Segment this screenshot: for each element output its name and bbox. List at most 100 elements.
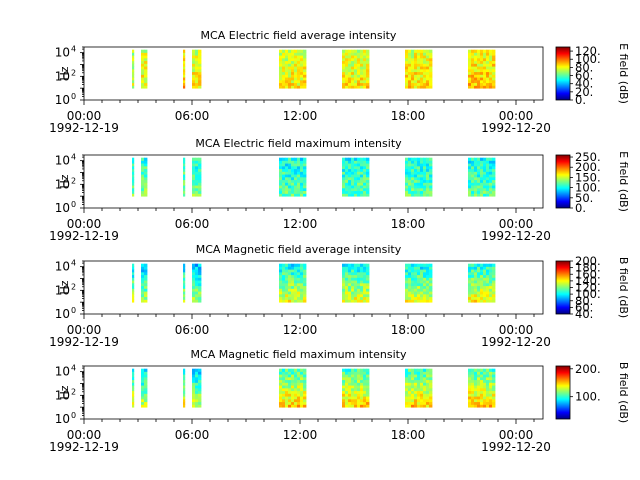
data-segment [342,49,370,89]
data-segment [183,263,186,303]
x-tick-label: 00:00 [499,217,534,231]
data-segment [279,49,307,89]
y-tick-label: 10 [55,93,70,107]
x-tick-label: 18:00 [391,428,426,442]
y-tick-label: 10 [55,412,70,426]
data-segment [192,263,202,303]
colorbar-tick-label: 160. [575,267,601,281]
colorbar-label: B field (dB) [617,257,630,318]
panel-4: MCA Magnetic field maximum intensity Hz 10… [49,348,630,454]
y-tick-label: 10 [55,201,70,215]
y-tick-label: 10 [55,69,70,83]
y-axis-label: Hz [58,280,71,294]
data-segment [192,49,202,89]
data-segment [141,263,148,303]
data-segment [342,263,370,303]
data-segment [132,368,135,408]
data-segment [342,368,370,408]
y-tick-exponent: 0 [71,411,76,420]
data-segment [141,368,148,408]
y-tick-exponent: 2 [71,282,76,291]
y-tick-label: 10 [55,365,70,379]
data-segment [468,157,496,197]
colorbar-tick-label: 100. [575,390,601,404]
data-segment [405,263,433,303]
colorbar-tick-label: 40. [575,307,593,321]
data-segment [183,49,186,89]
y-tick-exponent: 4 [71,45,76,54]
data-segment [468,49,496,89]
colorbar-tick-label: 0. [575,93,586,107]
plot-frame [83,260,544,315]
x-tick-label: 06:00 [175,323,210,337]
colorbar-tick-label: 0. [575,201,586,215]
x-tick-label: 18:00 [391,323,426,337]
y-tick-exponent: 2 [71,387,76,396]
y-tick-label: 10 [55,307,70,321]
colorbar-tick-label: 60. [575,69,593,83]
x-date-label: 1992-12-20 [481,335,551,349]
panel-title: MCA Electric field average intensity [201,29,397,42]
y-axis-label: Hz [58,385,71,399]
y-tick-label: 10 [55,154,70,168]
y-tick-exponent: 0 [71,200,76,209]
x-tick-label: 06:00 [175,217,210,231]
x-tick-label: 00:00 [67,217,102,231]
colorbar-tick-label: 100. [575,52,601,66]
y-axis-label: Hz [58,174,71,188]
colorbar-tick-label: 40. [575,77,593,91]
x-date-label: 1992-12-19 [49,229,119,243]
data-segment [468,263,496,303]
colorbar-tick-label: 100. [575,287,601,301]
panel-2: MCA Electric field maximum intensityHz10… [49,137,630,243]
y-tick-label: 10 [55,177,70,191]
x-tick-label: 00:00 [67,323,102,337]
panel-title: MCA Magnetic field average intensity [196,243,402,256]
colorbar-tick-label: 120. [575,44,601,58]
colorbar-tick-label: 60. [575,300,593,314]
panel-title: MCA Electric field maximum intensity [195,137,402,150]
y-tick-label: 10 [55,260,70,274]
colorbar: 0.20.40.60.80.100.120. E field (dB) [555,43,630,107]
data-segment [468,368,496,408]
y-tick-exponent: 4 [71,153,76,162]
colorbar-tick-label: 20. [575,85,593,99]
y-axis-label: Hz [58,66,71,80]
data-segment [132,157,135,197]
colorbar-tick-label: 200. [575,254,601,268]
colorbar-tick-label: 250. [575,150,601,164]
colorbar-tick-label: 150. [575,170,601,184]
colorbar-label: B field (dB) [617,362,630,423]
panel-title: MCA Magnetic field maximum intensity [191,348,407,361]
y-tick-exponent: 4 [71,259,76,268]
colorbar-tick-label: 50. [575,191,593,205]
colorbar-tick-label: 180. [575,261,601,275]
x-tick-label: 00:00 [499,323,534,337]
colorbar-label: E field (dB) [617,151,630,212]
panel-1: MCA Electric field average intensityHz10… [49,29,630,135]
data-segment [141,157,148,197]
data-segment [279,368,307,408]
colorbar-tick-label: 80. [575,294,593,308]
colorbar: 0.50.100.150.200.250. E field (dB) [555,150,630,215]
data-segment [405,49,433,89]
x-tick-label: 12:00 [283,109,318,123]
data-segment [405,157,433,197]
data-segment [405,368,433,408]
data-segment [279,157,307,197]
colorbar: 100. 200. B field (dB) [555,362,630,423]
data-segment [132,49,135,89]
colorbar-label: E field (dB) [617,43,630,104]
colorbar-tick-label: 80. [575,60,593,74]
x-tick-label: 00:00 [67,428,102,442]
data-segment [342,157,370,197]
x-date-label: 1992-12-19 [49,440,119,454]
x-tick-label: 00:00 [67,109,102,123]
x-tick-label: 18:00 [391,217,426,231]
x-tick-label: 18:00 [391,109,426,123]
